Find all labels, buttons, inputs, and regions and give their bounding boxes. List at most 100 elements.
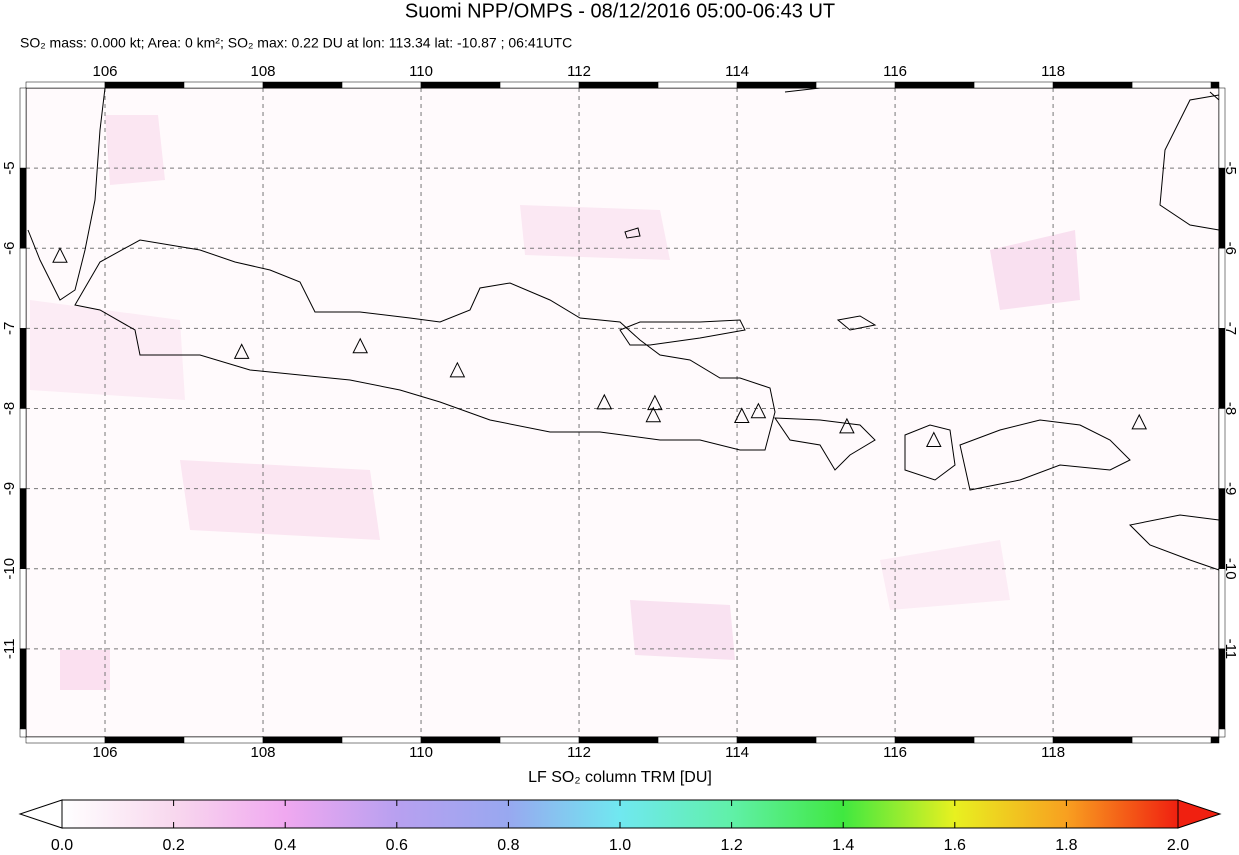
frame-bar (1218, 167, 1226, 249)
frame-bar (420, 736, 501, 744)
x-tick-label: 114 (725, 63, 749, 80)
volcano (233, 343, 250, 359)
volcano (645, 406, 662, 423)
x-tick-label: 112 (567, 744, 591, 761)
frame-bar (815, 81, 896, 89)
colorbar-tick-label: 1.4 (832, 837, 854, 854)
frame-bar (894, 81, 975, 89)
x-tick-label: 118 (1041, 63, 1065, 80)
y-tick-label: -9 (1, 482, 18, 495)
frame-bar (25, 736, 106, 744)
colorbar-label: LF SO₂ column TRM [DU] (528, 769, 712, 786)
colorbar-tick-label: 0.2 (162, 837, 184, 854)
colorbar-tick-label: 1.2 (720, 837, 742, 854)
frame-bar (19, 488, 27, 569)
frame-bar (25, 81, 106, 89)
x-tick-label: 106 (92, 744, 117, 761)
frame-bar (1210, 736, 1220, 744)
frame-bar (341, 81, 422, 89)
y-tick-label: -10 (1222, 558, 1239, 580)
frame-bar (1052, 81, 1133, 89)
frame-bar (1218, 488, 1226, 569)
colorbar-tick-label: 0.0 (51, 837, 73, 854)
x-tick-label: 118 (1041, 744, 1065, 761)
frame-bar (1210, 81, 1220, 89)
volcano (733, 407, 750, 424)
frame-bar (578, 81, 659, 89)
colorbar-tick-label: 1.6 (944, 837, 966, 854)
colorbar-tick-label: 0.8 (497, 837, 519, 854)
frame-bar (1131, 736, 1212, 744)
frame-bar (894, 736, 975, 744)
x-tick-label: 116 (883, 63, 907, 80)
x-tick-label: 112 (567, 63, 591, 80)
frame-bar (973, 81, 1054, 89)
frame-bar (262, 81, 343, 89)
y-tick-label: -8 (1222, 402, 1239, 415)
frame-bar (19, 167, 27, 249)
volcano (449, 361, 466, 378)
frame-bar (104, 81, 185, 89)
y-tick-label: -8 (1, 402, 18, 415)
frame-bar (578, 736, 659, 744)
y-tick-label: -11 (1, 639, 18, 660)
frame-bar (973, 736, 1054, 744)
frame-bar (1218, 728, 1226, 738)
volcano (1131, 413, 1148, 430)
coastlines (27, 87, 1220, 571)
frame-bar (1218, 568, 1226, 650)
x-tick-label: 110 (409, 744, 433, 761)
volcano (647, 394, 663, 411)
frame-bar (1218, 648, 1226, 730)
y-tick-label: -5 (1222, 161, 1239, 174)
frame-bar (262, 736, 343, 744)
colorbar-tick-label: 1.8 (1055, 837, 1077, 854)
frame-bar (19, 247, 27, 329)
y-tick-label: -10 (1, 558, 18, 580)
frame-bar (341, 736, 422, 744)
x-tick-label: 108 (251, 63, 276, 80)
colorbar-tick-label: 0.4 (274, 837, 296, 854)
frame-bar (420, 81, 501, 89)
volcano-layer (52, 247, 1148, 448)
subtitle: SO₂ mass: 0.000 kt; Area: 0 km²; SO₂ max… (20, 35, 572, 51)
frame-bar (657, 81, 738, 89)
frame-bar (499, 736, 580, 744)
x-tick-label: 106 (92, 63, 117, 80)
volcano (750, 402, 767, 419)
frame-bar (736, 736, 817, 744)
frame-bar (19, 728, 27, 738)
title: Suomi NPP/OMPS - 08/12/2016 05:00-06:43 … (405, 0, 835, 22)
colorbar-ticks: 0.0 0.2 0.4 0.6 0.8 1.0 1.2 1.4 1.6 1.8 2.0 (51, 800, 1189, 854)
x-tick-label: 116 (883, 744, 907, 761)
frame-bar (19, 408, 27, 489)
frame-bar (183, 736, 264, 744)
map-background (26, 88, 1219, 737)
frame-bar (815, 736, 896, 744)
frame-bar (19, 648, 27, 730)
y-tick-label: -11 (1222, 639, 1239, 660)
x-tick-label: 108 (251, 744, 276, 761)
volcano (352, 337, 369, 354)
y-tick-label: -5 (1, 161, 18, 174)
grid (26, 88, 1219, 737)
y-tick-label: -7 (1222, 322, 1239, 335)
frame-bar (19, 87, 27, 169)
colorbar-tick-label: 0.6 (386, 837, 408, 854)
frame-bar (1218, 408, 1226, 489)
volcano (52, 247, 68, 263)
frame-bar (19, 328, 27, 409)
colorbar-tick-label: 1.0 (609, 837, 631, 854)
frame-bar (19, 568, 27, 650)
colorbar-tick-label: 2.0 (1167, 837, 1189, 854)
frame-bar (183, 81, 264, 89)
volcano (925, 431, 942, 448)
y-tick-label: -6 (1, 242, 18, 255)
frame-bar (657, 736, 738, 744)
y-tick-label: -6 (1222, 242, 1239, 255)
frame-bar (1052, 736, 1133, 744)
frame-bar (1131, 81, 1212, 89)
y-tick-label: -7 (1, 322, 18, 335)
y-tick-label: -9 (1222, 482, 1239, 495)
